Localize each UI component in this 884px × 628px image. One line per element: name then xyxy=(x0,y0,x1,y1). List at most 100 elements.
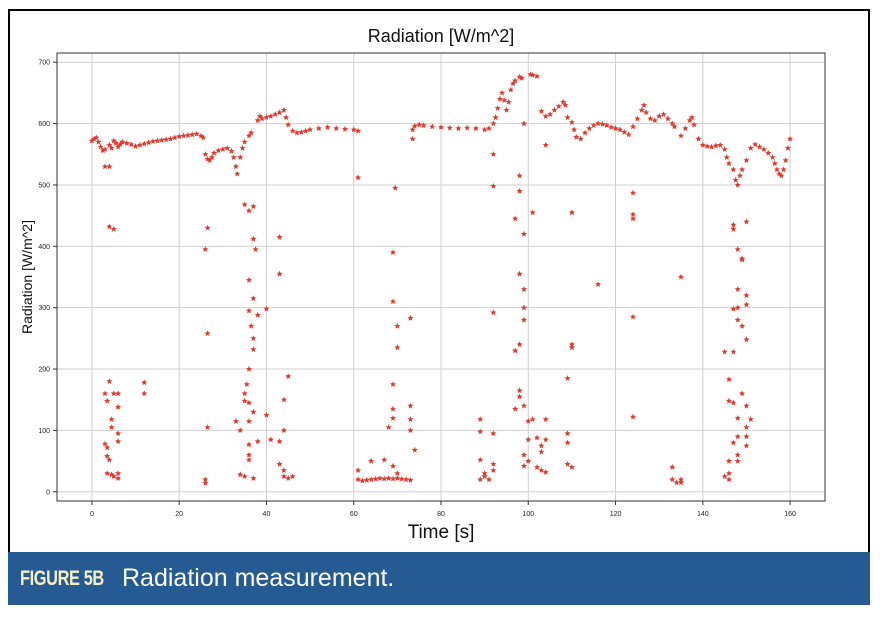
data-point xyxy=(490,120,497,127)
data-point xyxy=(621,129,628,135)
data-point xyxy=(726,470,732,476)
data-point xyxy=(490,183,497,189)
data-point xyxy=(385,475,392,481)
data-point xyxy=(392,184,399,191)
data-point xyxy=(232,418,239,424)
data-point xyxy=(363,476,370,483)
data-point xyxy=(743,433,750,440)
data-point xyxy=(616,126,623,133)
data-point xyxy=(241,201,248,208)
data-point xyxy=(782,157,789,163)
data-point xyxy=(586,125,593,132)
data-point xyxy=(780,166,787,173)
radiation-scatter-chart: Radiation [W/m^2] 0 20 40 60 80 100 120 140 160 0… xyxy=(19,26,826,543)
data-point xyxy=(529,416,536,422)
data-point xyxy=(294,129,300,136)
data-point xyxy=(603,122,610,128)
data-point xyxy=(721,348,728,355)
data-point xyxy=(477,428,484,435)
data-point xyxy=(88,137,95,144)
data-point xyxy=(477,456,484,463)
data-point xyxy=(673,479,680,486)
data-point xyxy=(108,144,115,151)
data-point xyxy=(734,415,741,421)
data-point xyxy=(208,154,215,160)
data-point xyxy=(254,117,261,124)
data-point xyxy=(516,172,523,179)
data-point xyxy=(276,270,283,277)
data-point xyxy=(115,475,122,481)
data-point xyxy=(660,111,667,117)
data-point xyxy=(110,225,117,232)
data-point xyxy=(110,473,117,479)
data-point xyxy=(568,209,575,216)
data-point xyxy=(520,286,527,292)
data-point xyxy=(204,224,211,231)
data-point xyxy=(171,134,178,141)
data-point xyxy=(730,439,737,446)
data-point xyxy=(542,436,549,443)
data-point xyxy=(145,139,152,146)
data-point xyxy=(224,144,231,151)
data-point xyxy=(254,311,261,318)
data-point xyxy=(390,405,396,412)
data-point xyxy=(248,322,255,329)
data-point xyxy=(472,125,479,132)
data-point xyxy=(678,273,684,280)
data-point xyxy=(726,376,732,383)
data-point xyxy=(259,115,266,122)
data-point xyxy=(409,126,416,133)
data-point xyxy=(407,402,414,409)
data-point xyxy=(180,132,187,139)
data-point xyxy=(512,77,519,84)
data-point xyxy=(97,143,104,150)
data-point xyxy=(115,403,122,410)
data-point xyxy=(743,157,750,163)
data-point xyxy=(150,138,156,144)
data-point xyxy=(429,123,436,130)
data-point xyxy=(534,464,540,470)
data-point xyxy=(119,138,126,145)
data-point xyxy=(390,249,396,255)
data-point xyxy=(490,151,497,157)
data-point xyxy=(202,246,209,252)
data-point xyxy=(520,230,527,237)
data-point xyxy=(350,126,357,133)
data-point xyxy=(568,464,575,470)
data-point xyxy=(630,189,636,196)
x-tick-label: 20 xyxy=(175,511,183,518)
data-point xyxy=(726,160,732,167)
data-point xyxy=(204,424,211,430)
data-point xyxy=(232,163,239,170)
data-point xyxy=(730,399,737,406)
data-point xyxy=(734,181,741,188)
data-point xyxy=(104,397,111,404)
data-point xyxy=(490,309,497,316)
data-point xyxy=(108,424,115,430)
data-point xyxy=(726,397,732,404)
data-point xyxy=(202,151,209,157)
data-point xyxy=(723,154,730,160)
data-point xyxy=(246,418,252,424)
data-point xyxy=(595,281,602,287)
data-point xyxy=(516,270,523,277)
data-point xyxy=(376,475,383,481)
data-point xyxy=(302,127,309,134)
data-point xyxy=(246,307,252,314)
data-point xyxy=(272,111,279,117)
data-point xyxy=(189,131,196,138)
data-point xyxy=(324,124,331,130)
data-point xyxy=(381,456,388,463)
data-point xyxy=(381,475,388,482)
data-point xyxy=(520,451,527,458)
data-point xyxy=(117,141,124,147)
x-tick-label: 40 xyxy=(263,511,271,518)
data-point xyxy=(246,399,252,406)
data-point xyxy=(638,106,645,113)
data-point xyxy=(398,475,405,482)
data-point xyxy=(562,102,569,108)
data-point xyxy=(230,154,237,160)
data-point xyxy=(678,132,684,139)
figure-frame: Radiation [W/m^2] 0 20 40 60 80 100 120 140 160 0… xyxy=(8,9,870,554)
data-point xyxy=(464,124,471,131)
